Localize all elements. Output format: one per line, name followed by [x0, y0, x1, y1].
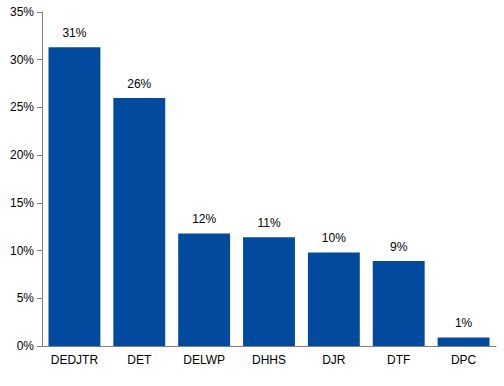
- svg-text:12%: 12%: [192, 212, 216, 226]
- svg-text:DEDJTR: DEDJTR: [51, 353, 99, 367]
- svg-text:15%: 15%: [10, 196, 34, 210]
- svg-text:35%: 35%: [10, 5, 34, 19]
- svg-text:DTF: DTF: [387, 353, 410, 367]
- svg-text:5%: 5%: [17, 291, 35, 305]
- svg-text:DJR: DJR: [322, 353, 346, 367]
- svg-text:30%: 30%: [10, 53, 34, 67]
- svg-text:20%: 20%: [10, 148, 34, 162]
- svg-text:0%: 0%: [17, 339, 35, 353]
- svg-text:DPC: DPC: [451, 353, 477, 367]
- svg-text:1%: 1%: [455, 316, 473, 330]
- svg-text:9%: 9%: [390, 240, 408, 254]
- svg-text:26%: 26%: [127, 77, 151, 91]
- svg-text:DELWP: DELWP: [183, 353, 225, 367]
- svg-text:31%: 31%: [62, 26, 86, 40]
- svg-text:DHHS: DHHS: [252, 353, 286, 367]
- svg-text:10%: 10%: [322, 231, 346, 245]
- svg-text:DET: DET: [127, 353, 152, 367]
- svg-text:10%: 10%: [10, 244, 34, 258]
- svg-text:11%: 11%: [257, 216, 280, 230]
- svg-text:25%: 25%: [10, 100, 34, 114]
